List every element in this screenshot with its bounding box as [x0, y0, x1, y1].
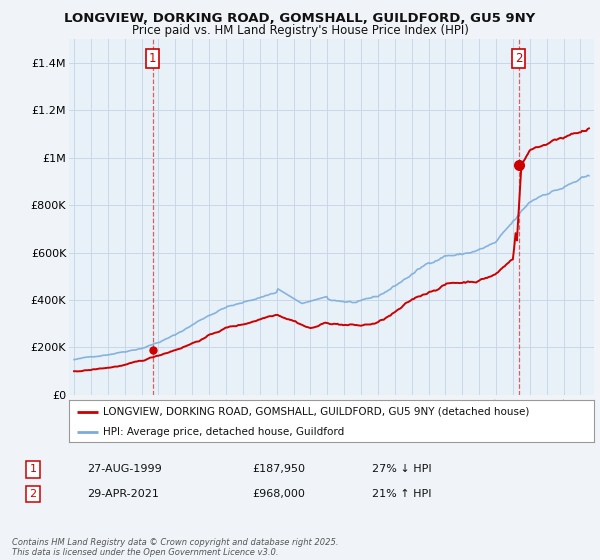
- Text: £187,950: £187,950: [252, 464, 305, 474]
- Text: 1: 1: [29, 464, 37, 474]
- Text: 2: 2: [29, 489, 37, 499]
- Text: 27% ↓ HPI: 27% ↓ HPI: [372, 464, 431, 474]
- Text: Contains HM Land Registry data © Crown copyright and database right 2025.
This d: Contains HM Land Registry data © Crown c…: [12, 538, 338, 557]
- Text: Price paid vs. HM Land Registry's House Price Index (HPI): Price paid vs. HM Land Registry's House …: [131, 24, 469, 37]
- Text: 29-APR-2021: 29-APR-2021: [87, 489, 159, 499]
- Text: 21% ↑ HPI: 21% ↑ HPI: [372, 489, 431, 499]
- Text: LONGVIEW, DORKING ROAD, GOMSHALL, GUILDFORD, GU5 9NY: LONGVIEW, DORKING ROAD, GOMSHALL, GUILDF…: [64, 12, 536, 25]
- Text: HPI: Average price, detached house, Guildford: HPI: Average price, detached house, Guil…: [103, 427, 344, 437]
- Text: 1: 1: [149, 52, 157, 64]
- Text: 2: 2: [515, 52, 522, 64]
- Text: 27-AUG-1999: 27-AUG-1999: [87, 464, 162, 474]
- Text: £968,000: £968,000: [252, 489, 305, 499]
- Text: LONGVIEW, DORKING ROAD, GOMSHALL, GUILDFORD, GU5 9NY (detached house): LONGVIEW, DORKING ROAD, GOMSHALL, GUILDF…: [103, 407, 530, 417]
